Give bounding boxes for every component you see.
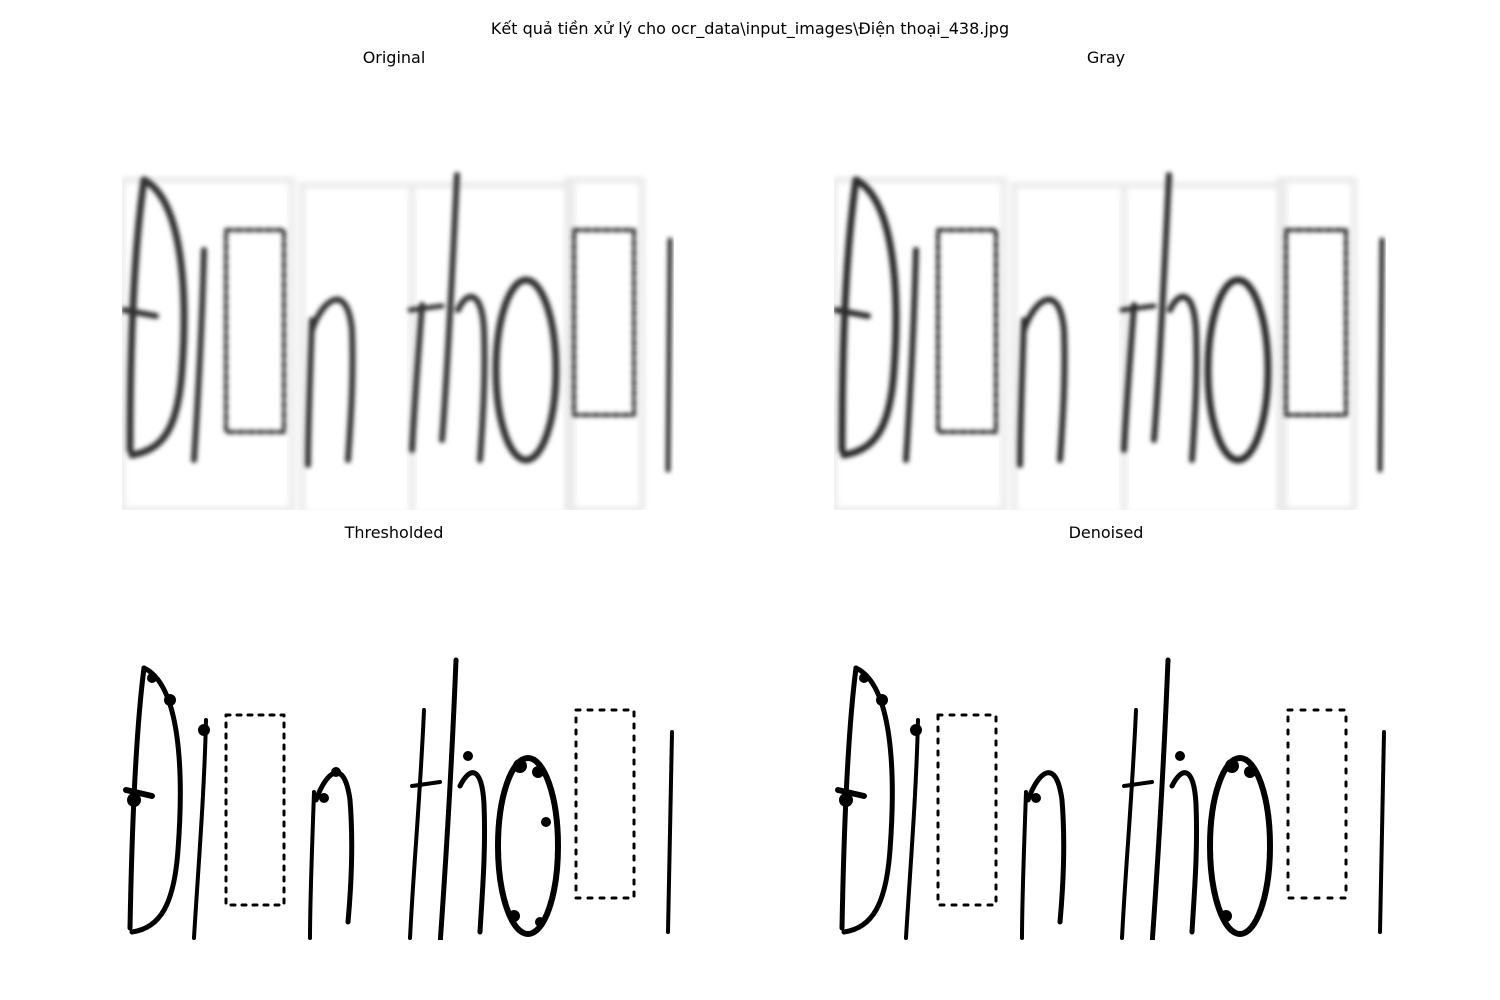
thresholded-image-panel xyxy=(122,560,674,940)
panel-title-denoised: Denoised xyxy=(1068,523,1144,542)
original-word-image xyxy=(122,172,673,510)
thresholded-word-image xyxy=(123,657,674,940)
denoised-word-image xyxy=(835,657,1386,940)
gray-image-panel xyxy=(834,130,1386,510)
panel-title-gray: Gray xyxy=(1086,48,1126,67)
panel-title-original: Original xyxy=(362,48,426,67)
figure-suptitle: Kết quả tiền xử lý cho ocr_data\input_im… xyxy=(490,19,1010,38)
panel-title-thresholded: Thresholded xyxy=(344,523,444,542)
denoised-image-panel xyxy=(834,560,1386,940)
gray-word-image xyxy=(834,172,1385,510)
original-image-panel xyxy=(122,130,674,510)
